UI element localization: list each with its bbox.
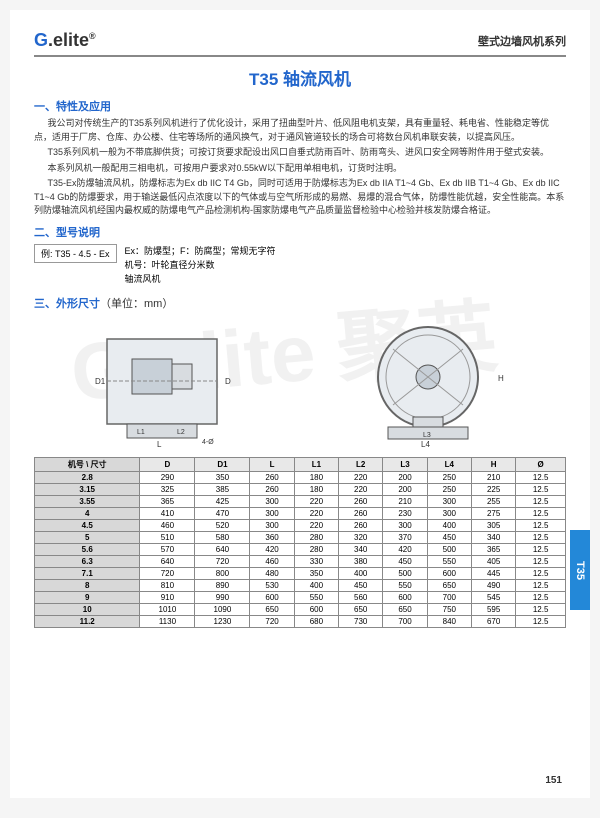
- section-2-title: 二、型号说明: [34, 224, 566, 240]
- table-row: 881089053040045055065049012.5: [35, 579, 566, 591]
- section-3-title: 三、外形尺寸（单位：mm）: [34, 295, 566, 311]
- front-view-diagram: H L4 L3: [343, 319, 523, 449]
- dimension-diagrams: D1 D L L1 L2 4-Ø H L4 L3: [34, 319, 566, 449]
- svg-text:L: L: [157, 440, 162, 449]
- table-row: 6.364072046033038045055040512.5: [35, 555, 566, 567]
- paragraph: 本系列风机一般配用三相电机，可按用户要求对0.55kW以下配用单相电机，订货时注…: [34, 162, 566, 176]
- page-title: T35 轴流风机: [34, 65, 566, 90]
- svg-text:4-Ø: 4-Ø: [202, 439, 214, 446]
- table-row: 4.546052030022026030040030512.5: [35, 519, 566, 531]
- paragraph: T35系列风机一般为不带底脚供货；可按订货要求配设出风口自垂式防雨百叶、防雨弯头…: [34, 146, 566, 160]
- model-example: 例: T35 - 4.5 - Ex: [34, 244, 117, 263]
- side-tab: T35: [570, 530, 590, 610]
- page-number: 151: [545, 775, 562, 786]
- model-example-row: 例: T35 - 4.5 - Ex Ex：防爆型；F：防腐型；常规无字符 机号：…: [34, 244, 566, 287]
- section-1-title: 一、特性及应用: [34, 98, 566, 114]
- table-row: 991099060055056060070054512.5: [35, 591, 566, 603]
- table-corner: 机号 \ 尺寸: [35, 457, 140, 471]
- svg-text:L2: L2: [177, 429, 185, 436]
- table-row: 3.1532538526018022020025022512.5: [35, 483, 566, 495]
- table-row: 551058036028032037045034012.5: [35, 531, 566, 543]
- model-description: Ex：防爆型；F：防腐型；常规无字符 机号：叶轮直径分米数 轴流风机: [125, 244, 276, 287]
- side-view-diagram: D1 D L L1 L2 4-Ø: [77, 319, 257, 449]
- table-row: 11.21130123072068073070084067012.5: [35, 615, 566, 627]
- table-row: 101010109065060065065075059512.5: [35, 603, 566, 615]
- table-row: 3.5536542530022026021030025512.5: [35, 495, 566, 507]
- table-row: 2.829035026018022020025021012.5: [35, 471, 566, 483]
- paragraph: 我公司对传统生产的T35系列风机进行了优化设计，采用了扭曲型叶片、低风阻电机支架…: [34, 117, 566, 144]
- svg-text:D1: D1: [95, 377, 106, 386]
- table-row: 7.172080048035040050060044512.5: [35, 567, 566, 579]
- logo: G.elite®: [34, 30, 96, 51]
- svg-text:L3: L3: [423, 432, 431, 439]
- page-header: G.elite® 壁式边墙风机系列: [34, 30, 566, 57]
- svg-text:L1: L1: [137, 429, 145, 436]
- svg-text:L4: L4: [421, 440, 430, 449]
- svg-text:D: D: [225, 377, 231, 386]
- table-row: 441047030022026023030027512.5: [35, 507, 566, 519]
- paragraph: T35-Ex防爆轴流风机，防爆标志为Ex db IIC T4 Gb，同时可适用于…: [34, 177, 566, 218]
- header-category: 壁式边墙风机系列: [478, 33, 566, 49]
- table-row: 5.657064042028034042050036512.5: [35, 543, 566, 555]
- dimensions-table: 机号 \ 尺寸 DD1 LL1 L2L3 L4H Ø 2.82903502601…: [34, 457, 566, 628]
- svg-text:H: H: [498, 374, 504, 383]
